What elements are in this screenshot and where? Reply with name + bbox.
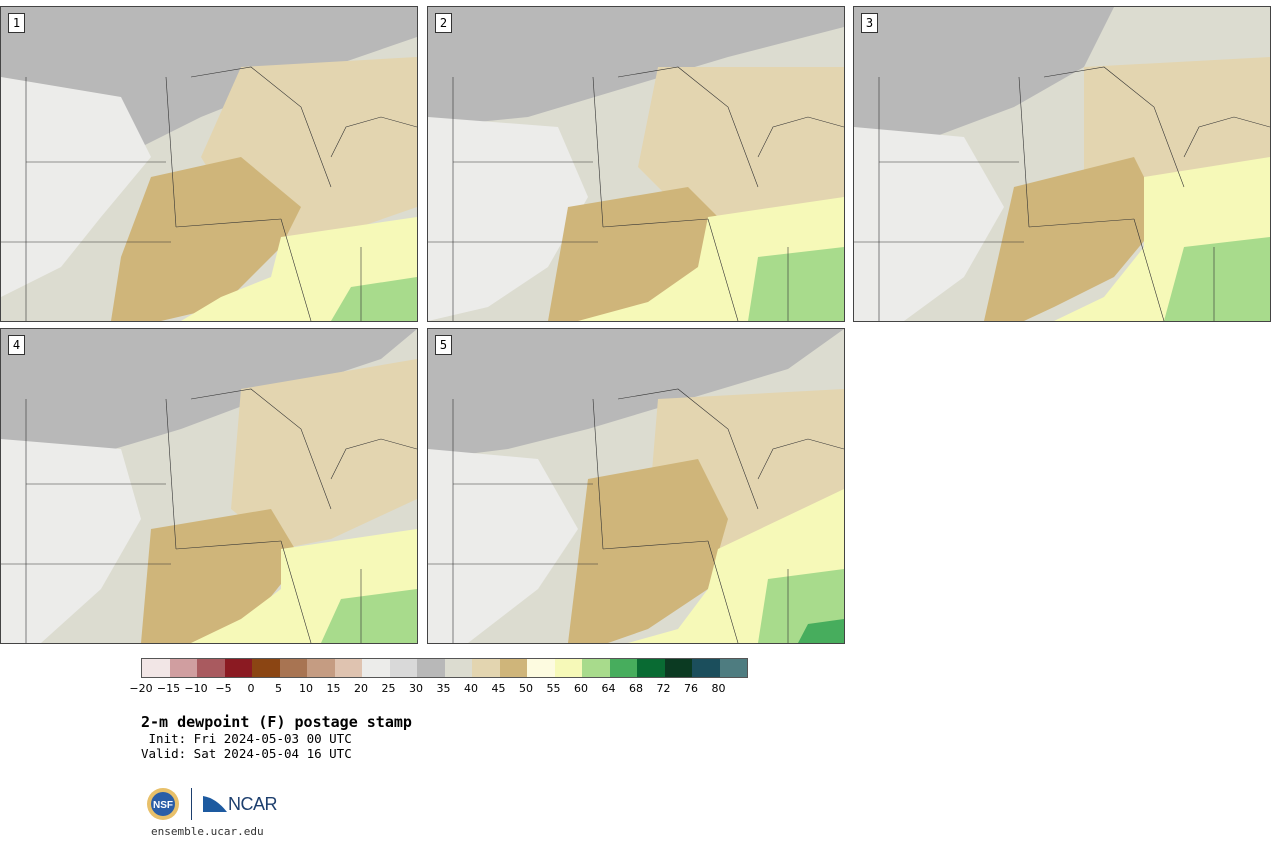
colorbar-swatch: [527, 659, 555, 677]
colorbar-tick-label: −20: [129, 682, 153, 695]
valid-time: Valid: Sat 2024-05-04 16 UTC: [141, 746, 352, 761]
map-panel-4: 4: [0, 328, 418, 644]
colorbar-tick-label: 80: [711, 682, 726, 695]
colorbar-tick-label: 76: [684, 682, 698, 695]
map-panel-2: 2: [427, 6, 845, 322]
colorbar-tick-label: 72: [656, 682, 671, 695]
colorbar-swatch: [472, 659, 500, 677]
colorbar-tick-label: −5: [215, 682, 232, 695]
colorbar-tick-label: 20: [354, 682, 368, 695]
colorbar-swatch: [582, 659, 610, 677]
colorbar-tick-label: 60: [574, 682, 588, 695]
map-panel-5: 5: [427, 328, 845, 644]
colorbar-tick-label: 64: [601, 682, 616, 695]
colorbar-tick-label: 45: [491, 682, 506, 695]
colorbar-swatch: [554, 659, 582, 677]
colorbar-swatch: [692, 659, 720, 677]
colorbar-tick-label: 5: [275, 682, 282, 695]
panel-number: 2: [435, 13, 452, 33]
panel-number: 1: [8, 13, 25, 33]
colorbar-swatch: [197, 659, 225, 677]
colorbar-tick-label: 68: [629, 682, 643, 695]
panel-number: 4: [8, 335, 25, 355]
colorbar-tick-labels: −20 −15 −10 −5 0 5 10 15 20 25 30 35 40 45 50 55 60 64 68 7…: [129, 682, 761, 696]
colorbar-swatch: [609, 659, 637, 677]
colorbar-tick-label: 10: [299, 682, 313, 695]
panel-number: 5: [435, 335, 452, 355]
colorbar-tick-label: 40: [464, 682, 478, 695]
colorbar-swatch: [719, 659, 747, 677]
colorbar-swatch: [307, 659, 335, 677]
colorbar-tick-label: 0: [247, 682, 255, 695]
colorbar-swatch: [142, 659, 170, 677]
colorbar-swatch: [169, 659, 197, 677]
colorbar-tick-label: 55: [546, 682, 561, 695]
colorbar-tick-label: 30: [409, 682, 423, 695]
colorbar-tick-label: 50: [519, 682, 533, 695]
map-panel-1: 1: [0, 6, 418, 322]
logos: NSF NCAR: [145, 786, 278, 822]
site-url: ensemble.ucar.edu: [151, 825, 264, 838]
init-time: Init: Fri 2024-05-03 00 UTC: [141, 731, 352, 746]
colorbar-swatch: [444, 659, 472, 677]
svg-text:NSF: NSF: [153, 800, 173, 811]
colorbar-tick-label: 35: [436, 682, 451, 695]
colorbar-swatch: [279, 659, 307, 677]
colorbar-swatch: [362, 659, 390, 677]
panel-number: 3: [861, 13, 878, 33]
colorbar-swatch: [389, 659, 417, 677]
map-panel-3: 3: [853, 6, 1271, 322]
colorbar: [141, 658, 748, 678]
ncar-logo-text: NCAR: [228, 793, 278, 814]
colorbar-tick-label: 25: [381, 682, 396, 695]
colorbar-swatch: [417, 659, 445, 677]
colorbar-swatch: [252, 659, 280, 677]
colorbar-tick-label: −15: [156, 682, 181, 695]
colorbar-swatch: [224, 659, 252, 677]
chart-title: 2-m dewpoint (F) postage stamp: [141, 713, 412, 731]
colorbar-swatch: [499, 659, 527, 677]
colorbar-swatch: [334, 659, 362, 677]
colorbar-tick-label: 15: [326, 682, 341, 695]
colorbar-swatch: [637, 659, 665, 677]
colorbar-tick-label: −10: [184, 682, 208, 695]
ncar-logo-icon: [203, 796, 227, 812]
nsf-logo-icon: NSF: [147, 788, 179, 820]
colorbar-swatch: [664, 659, 692, 677]
